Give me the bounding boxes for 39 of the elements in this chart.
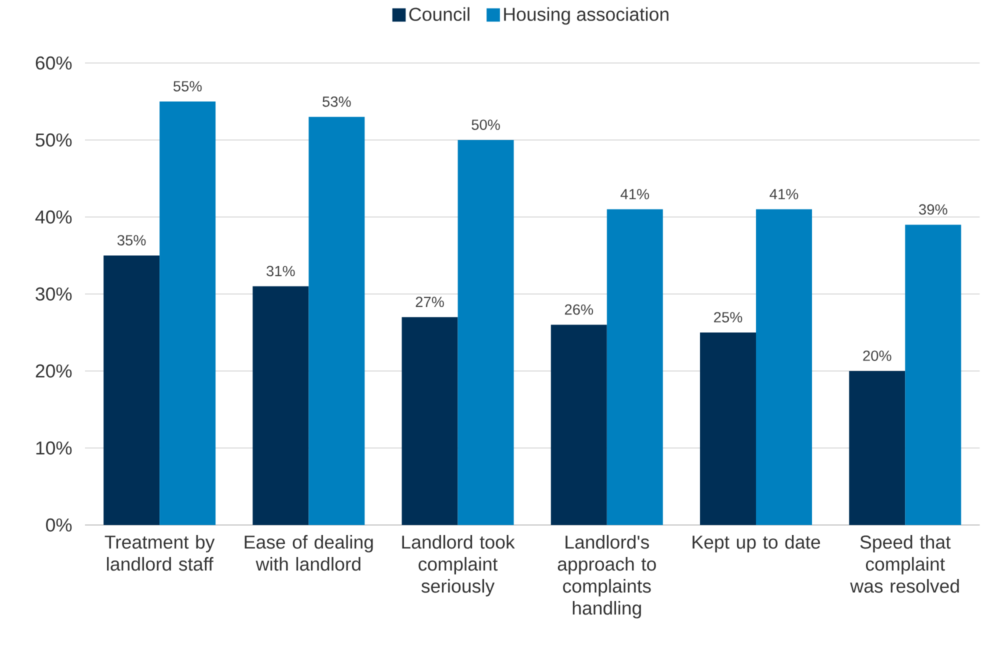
data-label: 20% xyxy=(863,350,892,361)
y-tick-label: 50% xyxy=(36,133,72,147)
bar xyxy=(905,224,962,525)
x-tick-label: Ease of dealing with landlord xyxy=(244,535,373,571)
bar xyxy=(458,140,514,525)
data-label: 55% xyxy=(173,81,202,92)
x-tick-label: Treatment by landlord staff xyxy=(104,535,215,571)
data-label: 25% xyxy=(714,312,742,322)
legend-label: Council xyxy=(409,7,470,21)
y-tick-label: 60% xyxy=(36,56,72,70)
data-label: 41% xyxy=(620,189,650,200)
bar xyxy=(104,255,160,525)
data-label: 53% xyxy=(322,96,351,107)
y-tick-label: 40% xyxy=(35,210,72,224)
bar xyxy=(160,101,216,525)
data-label: 27% xyxy=(416,296,444,308)
y-tick-label: 20% xyxy=(36,364,72,378)
bar xyxy=(606,209,663,525)
bar xyxy=(849,370,906,525)
x-tick-label: Landlord took complaint seriously xyxy=(402,535,515,596)
bar xyxy=(550,324,607,525)
x-tick-label: Landlord's approach to complaints handling xyxy=(558,535,656,618)
data-label: 35% xyxy=(117,235,146,246)
data-label: 31% xyxy=(266,266,295,276)
y-tick-label: 30% xyxy=(36,287,72,301)
x-tick-label: Kept up to date xyxy=(692,535,820,552)
x-tick-label: Speed that complaint was resolved xyxy=(850,535,959,593)
bar xyxy=(308,116,365,525)
data-label: 41% xyxy=(770,189,798,200)
bar xyxy=(756,209,812,525)
data-label: 50% xyxy=(472,120,500,130)
data-label: 26% xyxy=(564,304,594,315)
bar xyxy=(252,286,309,525)
legend-label: Housing association xyxy=(504,7,668,25)
bar xyxy=(700,332,756,525)
y-tick-label: 0% xyxy=(46,518,72,532)
y-tick-label: 10% xyxy=(36,441,72,455)
data-label: 39% xyxy=(919,204,948,215)
bar xyxy=(402,317,458,525)
